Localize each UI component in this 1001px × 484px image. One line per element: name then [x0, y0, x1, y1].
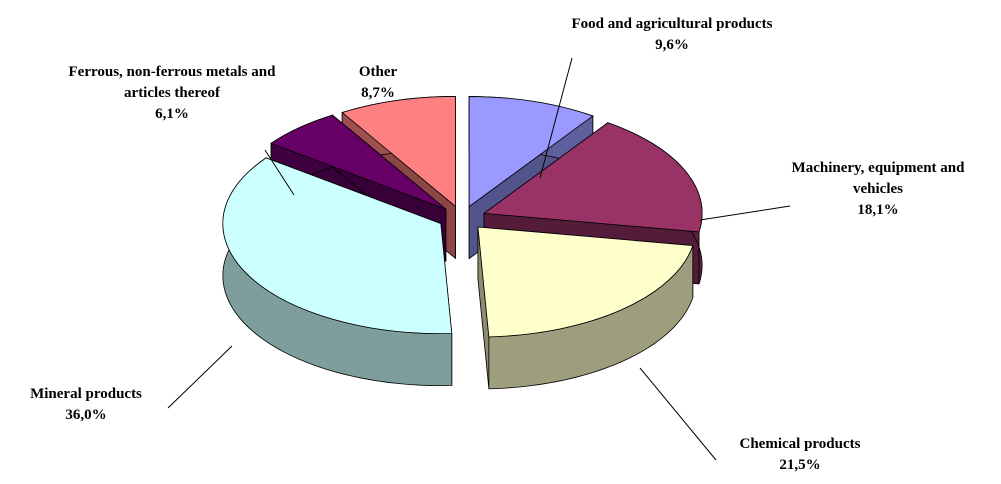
- slice-value: 18,1%: [857, 202, 899, 218]
- slice-value: 21,5%: [779, 457, 821, 473]
- slice-top: [468, 96, 594, 208]
- slice-label: Other 8,7%: [323, 62, 433, 104]
- slice-category: Mineral products: [30, 386, 142, 402]
- pie-slice: [477, 226, 694, 390]
- leader-line: [699, 205, 791, 221]
- slice-category: Food and agricultural products: [571, 16, 773, 32]
- slice-label: Ferrous, non-ferrous metals and articles…: [62, 62, 282, 125]
- slice-category: Other: [358, 64, 398, 80]
- slice-category: Machinery, equipment and vehicles: [791, 160, 965, 197]
- leader-line: [167, 345, 233, 409]
- slice-value: 8,7%: [361, 85, 395, 101]
- slice-label: Machinery, equipment and vehicles 18,1%: [783, 158, 973, 221]
- slice-top: [477, 226, 694, 338]
- slice-value: 36,0%: [65, 407, 107, 423]
- slice-top: [341, 96, 456, 208]
- slice-category: Chemical products: [739, 436, 861, 452]
- slice-label: Mineral products 36,0%: [0, 384, 176, 426]
- leader-line: [639, 367, 717, 461]
- slice-value: 6,1%: [155, 106, 189, 122]
- slice-label: Food and agricultural products 9,6%: [557, 14, 787, 56]
- slice-category: Ferrous, non-ferrous metals and articles…: [68, 64, 276, 101]
- slice-label: Chemical products 21,5%: [700, 434, 900, 476]
- pie-slice: [222, 157, 453, 387]
- slice-top: [222, 157, 453, 335]
- slice-top: [483, 122, 703, 233]
- slice-value: 9,6%: [655, 37, 689, 53]
- slice-top: [270, 114, 447, 210]
- leader-line: [264, 149, 295, 196]
- leader-line: [539, 57, 573, 179]
